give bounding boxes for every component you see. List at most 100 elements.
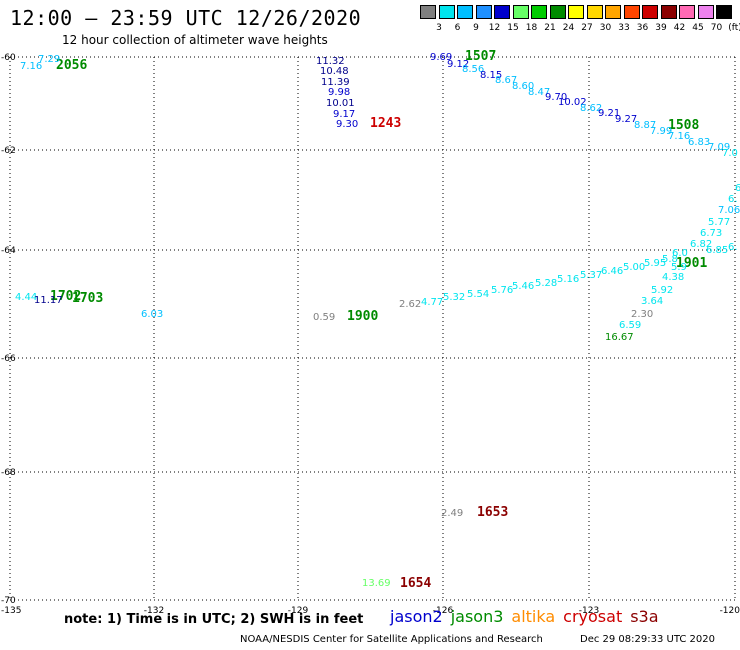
wave-height-label: 7.29 xyxy=(38,54,60,65)
legend-satellite-jason2: jason2 xyxy=(390,607,443,626)
scale-swatch xyxy=(549,5,566,19)
scale-label: 27 xyxy=(581,23,593,33)
wave-height-label: 9.21 xyxy=(598,108,620,119)
wave-height-label: 9.70 xyxy=(545,92,567,103)
lon-label: -123 xyxy=(579,606,599,616)
generation-timestamp: Dec 29 08:29:33 UTC 2020 xyxy=(580,634,715,645)
wave-height-label: 6.46 xyxy=(601,266,623,277)
scale-label: 21 xyxy=(544,23,556,33)
wave-height-label: 8.67 xyxy=(495,75,517,86)
scale-label: 36 xyxy=(636,23,649,33)
pass-time-label: 2056 xyxy=(56,58,87,73)
wave-height-label: 5.00 xyxy=(623,262,645,273)
wave-height-label: 7.16 xyxy=(20,61,42,72)
wave-height-label: 5.16 xyxy=(557,274,579,285)
map-title: 12:00 – 23:59 UTC 12/26/2020 xyxy=(10,6,362,30)
scale-swatch xyxy=(642,5,658,19)
wave-height-label: 6.03 xyxy=(141,309,163,320)
legend-satellite-altika: altika xyxy=(511,607,556,626)
wave-height-label: 0.59 xyxy=(313,312,335,323)
wave-height-label: 7.99 xyxy=(650,126,672,137)
pass-time-label: 1901 xyxy=(676,256,707,271)
pass-time-label: 1653 xyxy=(477,505,508,520)
longitude-labels: -135 -132 -129 -126 -123 -120 xyxy=(1,606,740,616)
wave-height-label: 3.64 xyxy=(641,296,663,307)
wave-height-label: 6. xyxy=(728,242,738,253)
wave-height-label: 9.12 xyxy=(447,59,469,70)
wave-height-label: 6.85 xyxy=(706,245,728,256)
lat-label: -70 xyxy=(1,596,16,606)
lon-label: -129 xyxy=(288,606,309,616)
wave-height-label: 6. xyxy=(735,183,740,194)
wave-height-label: 5.77 xyxy=(708,217,730,228)
wave-height-label: 6. xyxy=(728,194,738,205)
wave-height-label: 9.27 xyxy=(615,114,637,125)
scale-label: 24 xyxy=(562,23,575,33)
scale-swatch xyxy=(660,5,677,19)
scale-label: 18 xyxy=(525,23,538,33)
wave-height-label: 7.06 xyxy=(718,205,740,216)
wave-height-label: 5.37 xyxy=(580,270,602,281)
map-subtitle: 12 hour collection of altimeter wave hei… xyxy=(62,33,328,47)
wave-height-label: 8.15 xyxy=(480,70,502,81)
wave-height-label: 5.76 xyxy=(491,285,513,296)
wave-height-label: 5.46 xyxy=(512,281,534,292)
credit-line: NOAA/NESDIS Center for Satellite Applica… xyxy=(240,634,543,645)
wave-height-label: 2.49 xyxy=(441,508,463,519)
wave-height-label: 2.62 xyxy=(399,299,421,310)
pass-time-label: 1243 xyxy=(370,116,401,131)
scale-label: 70 xyxy=(710,23,723,33)
wave-height-label: 4.38 xyxy=(662,272,684,283)
wave-height-label: 10.02 xyxy=(558,97,587,108)
wave-height-label: 8.87 xyxy=(634,120,656,131)
lat-label: -68 xyxy=(1,468,16,478)
latitude-labels: -60 -62 -64 -66 -68 -70 xyxy=(1,53,16,606)
lat-label: -62 xyxy=(1,146,16,156)
wave-height-label: 4.44 xyxy=(15,292,37,303)
wave-height-label: 6.0 xyxy=(672,248,688,259)
wave-height-label: 9.17 xyxy=(333,109,355,120)
lon-label: -120 xyxy=(720,606,740,616)
scale-swatch xyxy=(457,5,473,19)
legend-satellite-cryosat: cryosat xyxy=(563,607,623,626)
legend-satellite-jason3: jason3 xyxy=(450,607,504,626)
scale-swatch xyxy=(586,5,603,19)
scale-swatch xyxy=(420,5,436,19)
pass-time-label: 1703 xyxy=(72,291,103,306)
scale-swatch xyxy=(716,5,732,19)
scale-swatch xyxy=(531,5,547,19)
scale-swatch xyxy=(438,5,455,19)
scale-swatch xyxy=(568,5,584,19)
wave-height-label: 9.30 xyxy=(336,119,358,130)
pass-time-label: 1654 xyxy=(400,576,431,591)
lat-label: -60 xyxy=(1,53,16,63)
lat-label: -64 xyxy=(1,246,16,256)
wave-height-labels: 7.167.29 11.3210.4811.399.9810.019.179.30… xyxy=(15,52,740,589)
lon-label: -132 xyxy=(144,606,164,616)
wave-height-label: 13.69 xyxy=(362,578,391,589)
scale-swatch xyxy=(697,5,714,19)
wave-height-label: 4.77 xyxy=(421,297,443,308)
wave-height-label: 6.83 xyxy=(688,137,710,148)
scale-label: 45 xyxy=(692,23,704,33)
wave-height-label: 9.98 xyxy=(328,87,350,98)
lon-label: -135 xyxy=(1,606,21,616)
legend-satellite-s3a: s3a xyxy=(630,607,659,626)
scale-swatch xyxy=(512,5,529,19)
wave-height-label: 5.32 xyxy=(443,292,465,303)
wave-height-label: 7.16 xyxy=(668,131,690,142)
scale-label: 33 xyxy=(618,23,630,33)
wave-height-label: 5.95 xyxy=(644,258,666,269)
pass-time-label: 1508 xyxy=(668,118,699,133)
lat-label: -66 xyxy=(1,354,16,364)
wave-height-label: 5.92 xyxy=(651,285,673,296)
wave-height-label: 11.32 xyxy=(316,56,345,67)
scale-label: 12 xyxy=(488,23,501,33)
scale-swatch xyxy=(494,5,510,19)
pass-time-label: 1900 xyxy=(347,309,378,324)
wave-height-label: 8.60 xyxy=(512,81,534,92)
scale-label: 15 xyxy=(507,23,519,33)
units-note: note: 1) Time is in UTC; 2) SWH is in fe… xyxy=(64,612,364,627)
lat-lon-grid xyxy=(9,56,738,601)
